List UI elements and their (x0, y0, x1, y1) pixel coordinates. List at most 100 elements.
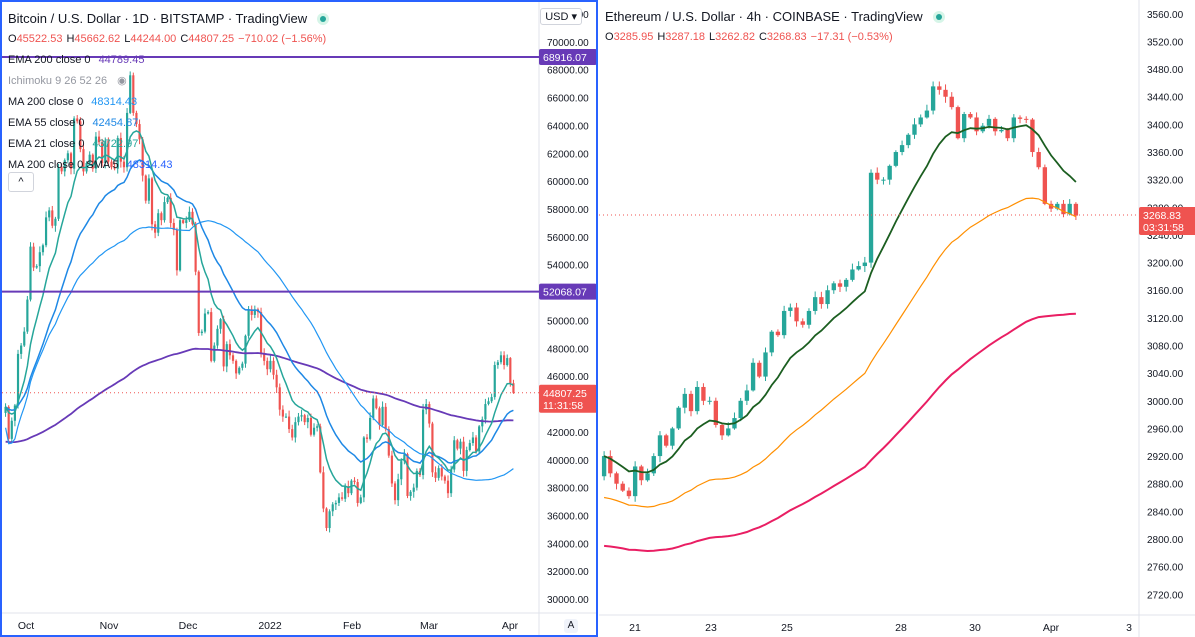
candle-body (506, 358, 509, 366)
price-tick-label: 3560.00 (1147, 10, 1184, 21)
time-tick-label: Dec (179, 620, 198, 632)
btc-legend: Bitcoin / U.S. Dollar · 1D · BITSTAMP · … (8, 8, 330, 176)
candle-body (110, 161, 113, 168)
candle-body (48, 210, 51, 218)
candle-body (141, 139, 144, 176)
candle-body (456, 440, 459, 449)
candle-body (107, 140, 110, 162)
candle-body (231, 355, 235, 361)
candle-body (178, 220, 182, 271)
candle-body (1017, 117, 1023, 119)
candle-body (369, 417, 372, 439)
candle-body (468, 443, 471, 451)
candle-body (775, 331, 781, 336)
price-tick-label: 40000.00 (547, 456, 589, 467)
candle-body (993, 118, 998, 132)
candle-body (887, 165, 892, 180)
price-label-box (539, 384, 596, 413)
candle-body (160, 213, 163, 221)
price-tick-label: 68000.00 (547, 66, 589, 77)
candle-body (51, 210, 54, 226)
candle-body (284, 416, 288, 418)
candle-body (16, 353, 20, 406)
candle-body (334, 502, 337, 505)
eth-symbol-title[interactable]: Ethereum / U.S. Dollar · 4h · COINBASE ·… (605, 9, 923, 24)
candle-body (1048, 203, 1054, 209)
candle-body (794, 307, 799, 322)
price-tick-label: 66000.00 (547, 94, 589, 105)
price-tick-label: 58000.00 (547, 205, 589, 216)
candle-body (509, 358, 512, 384)
price-tick-label: 3400.00 (1147, 120, 1184, 131)
price-tick-label: 2960.00 (1147, 424, 1184, 435)
candle-body (60, 167, 63, 172)
eth-chart-pane[interactable]: 2720.00 2760.00 2800.00 2840.00 2880.00 2920.… (599, 0, 1195, 637)
candle-body (409, 491, 412, 496)
candle-body (664, 435, 669, 446)
indicator-value: 48314.43 (126, 159, 173, 171)
candle-body (493, 365, 496, 398)
candle-body (620, 483, 625, 491)
candle-body (899, 145, 905, 153)
btc-title-row: Bitcoin / U.S. Dollar · 1D · BITSTAMP · … (8, 8, 330, 29)
candle-body (157, 213, 160, 233)
candle-body (101, 142, 104, 164)
candle-body (819, 297, 824, 305)
candle-body (325, 508, 328, 529)
eth-ohlc: O3285.95 H3287.18 L3262.82 C3268.83 −17.… (605, 27, 945, 48)
indicator-row[interactable]: MA 200 close 0 SMA 5 48314.43 (8, 155, 329, 176)
eth-chart-canvas[interactable]: 2720.00 2760.00 2800.00 2840.00 2880.00 2920.… (599, 0, 1195, 637)
btc-symbol-title[interactable]: Bitcoin / U.S. Dollar · 1D · BITSTAMP · … (8, 11, 308, 26)
candle-body (437, 468, 440, 478)
candle-body (738, 400, 743, 419)
price-label-text: 52068.07 (543, 287, 587, 299)
price-tick-label: 2720.00 (1147, 590, 1184, 601)
currency-selector[interactable]: USD ▾ (540, 8, 582, 25)
candle-body (235, 360, 238, 374)
indicator-row[interactable]: EMA 21 close 0 43722.97 (8, 134, 329, 155)
candle-body (119, 137, 122, 162)
collapse-legend-button[interactable]: ^ (8, 172, 34, 192)
btc-chart-canvas[interactable]: 30000.00 32000.00 34000.00 36000.00 38000.00… (2, 2, 596, 635)
candle-body (961, 114, 967, 139)
indicator-row[interactable]: EMA 200 close 0 44789.45 (8, 50, 329, 71)
ema-200-line (5, 347, 514, 443)
time-tick-label: 23 (705, 622, 717, 634)
candle-body (203, 313, 207, 332)
candle-body (487, 401, 490, 405)
price-tick-label: 3480.00 (1147, 65, 1184, 76)
auto-scale-button[interactable]: A (564, 619, 578, 633)
candle-body (1073, 203, 1079, 216)
indicator-label: EMA 55 close 0 (8, 117, 85, 129)
btc-h-label: H (66, 33, 75, 45)
ema-mid-line (603, 197, 1077, 508)
candle-body (601, 456, 607, 477)
candle-body (44, 217, 48, 246)
time-tick-label: Nov (100, 620, 119, 632)
btc-chart-pane[interactable]: 30000.00 32000.00 34000.00 36000.00 38000.00… (0, 0, 598, 637)
candle-body (7, 406, 10, 439)
candle-body (726, 428, 731, 436)
candle-body (79, 121, 82, 150)
candle-body (113, 167, 116, 169)
candle-body (974, 117, 979, 132)
price-tick-label: 2880.00 (1147, 480, 1184, 491)
candle-body (26, 299, 29, 332)
indicator-row[interactable]: MA 200 close 0 48314.43 (8, 92, 329, 113)
indicator-row[interactable]: Ichimoku 9 26 52 26 ◉ (8, 71, 329, 92)
candle-body (213, 345, 216, 361)
candle-body (347, 486, 350, 494)
indicator-row[interactable]: EMA 55 close 0 42454.87 (8, 113, 329, 134)
candle-body (272, 360, 275, 375)
candle-body (362, 437, 365, 498)
candle-body (800, 321, 805, 325)
price-tick-label: 3360.00 (1147, 148, 1184, 159)
hidden-eye-icon[interactable]: ◉ (117, 75, 127, 87)
candle-body (300, 415, 303, 417)
candle-body (219, 319, 222, 329)
btc-indicator-list: EMA 200 close 0 44789.45 Ichimoku 9 26 52 … (8, 50, 329, 176)
candle-body (744, 390, 750, 401)
candle-body (701, 386, 706, 401)
candle-body (688, 393, 694, 412)
price-tick-label: 32000.00 (547, 567, 589, 578)
